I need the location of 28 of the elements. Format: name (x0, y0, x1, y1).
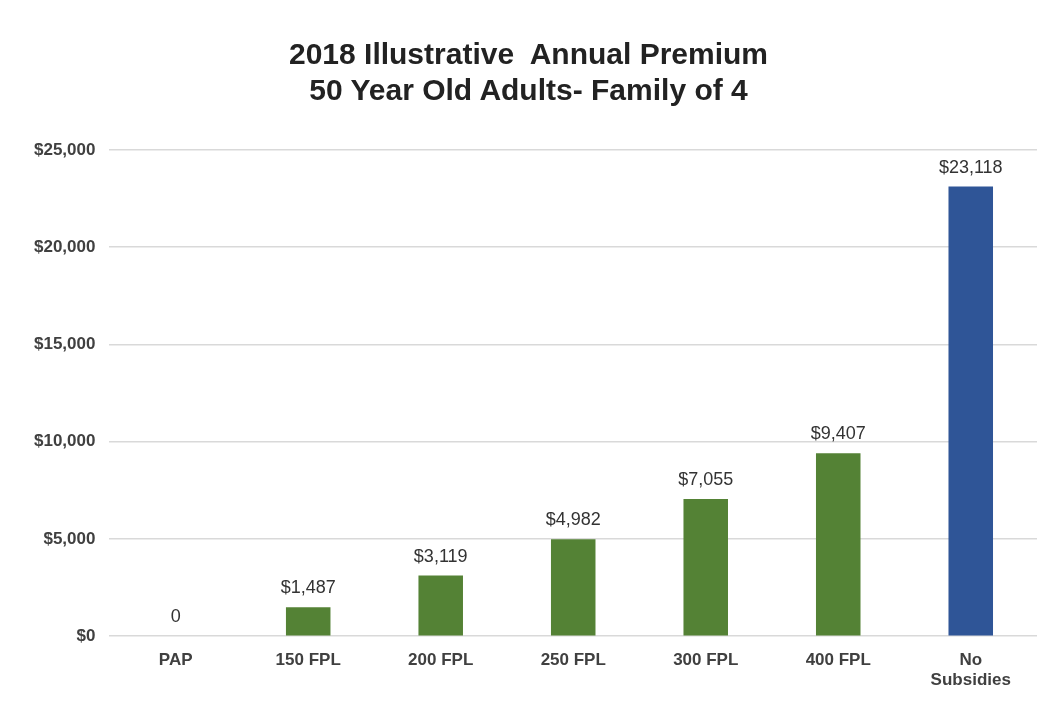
x-tick-label: 400 FPL (805, 650, 871, 670)
y-tick-label: $10,000 (34, 431, 96, 451)
data-label: $1,487 (280, 577, 336, 598)
data-label: $7,055 (678, 468, 734, 489)
y-tick-label: $5,000 (43, 528, 96, 548)
x-tick-label: PAP (158, 650, 193, 670)
x-tick-label: 150 FPL (275, 650, 341, 670)
bar (285, 607, 331, 636)
y-tick-label: $25,000 (34, 139, 96, 159)
data-label: $4,982 (545, 509, 601, 530)
x-tick-label: No Subsidies (930, 650, 1011, 690)
data-label: 0 (170, 606, 181, 627)
y-tick-label: $15,000 (34, 334, 96, 354)
text: 50 Year Old Adults- Family of 4 (309, 73, 748, 107)
y-tick-label: $0 (76, 625, 96, 645)
y-tick-label: $20,000 (34, 236, 96, 256)
data-label: $9,407 (810, 423, 866, 444)
x-tick-label: 200 FPL (408, 650, 474, 670)
bar (815, 453, 861, 636)
x-tick-label: 300 FPL (673, 650, 739, 670)
bar (550, 539, 596, 636)
bar (418, 575, 463, 636)
bar (683, 498, 728, 636)
text: 2018 Illustrative Annual Premium (288, 37, 769, 71)
data-label: $23,118 (938, 156, 1003, 177)
data-label: $3,119 (413, 545, 468, 566)
x-tick-label: 250 FPL (540, 650, 606, 670)
bar (948, 186, 994, 636)
